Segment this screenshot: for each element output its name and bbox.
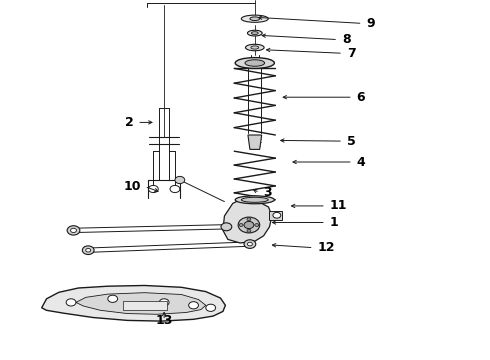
- Circle shape: [86, 248, 91, 252]
- Circle shape: [247, 218, 251, 221]
- Text: 12: 12: [318, 241, 335, 254]
- Text: 2: 2: [124, 116, 133, 129]
- Ellipse shape: [250, 17, 260, 21]
- Circle shape: [239, 224, 243, 226]
- Ellipse shape: [247, 30, 262, 36]
- Circle shape: [67, 226, 80, 235]
- Polygon shape: [223, 200, 272, 243]
- Text: 3: 3: [264, 186, 272, 199]
- Polygon shape: [76, 293, 206, 314]
- Ellipse shape: [245, 44, 264, 51]
- Circle shape: [175, 176, 185, 184]
- Text: 6: 6: [357, 91, 366, 104]
- Text: 13: 13: [155, 314, 173, 327]
- Circle shape: [244, 221, 254, 229]
- Ellipse shape: [251, 32, 258, 35]
- Circle shape: [255, 224, 259, 226]
- Circle shape: [247, 242, 252, 246]
- Polygon shape: [248, 135, 262, 149]
- Ellipse shape: [235, 58, 274, 68]
- Ellipse shape: [242, 197, 269, 202]
- Circle shape: [238, 217, 260, 233]
- Circle shape: [159, 299, 169, 306]
- Polygon shape: [269, 211, 282, 220]
- Circle shape: [82, 246, 94, 255]
- Text: 4: 4: [357, 156, 366, 168]
- Circle shape: [244, 240, 256, 248]
- Ellipse shape: [245, 60, 265, 66]
- Text: 9: 9: [367, 17, 375, 30]
- Ellipse shape: [242, 15, 269, 22]
- Circle shape: [189, 302, 198, 309]
- Circle shape: [148, 185, 158, 193]
- Circle shape: [66, 299, 76, 306]
- Circle shape: [170, 185, 180, 193]
- Ellipse shape: [251, 46, 259, 49]
- Ellipse shape: [235, 196, 274, 204]
- Text: 5: 5: [347, 135, 356, 148]
- Text: 8: 8: [342, 33, 351, 46]
- Polygon shape: [122, 301, 167, 310]
- Polygon shape: [42, 285, 225, 321]
- Circle shape: [206, 304, 216, 311]
- Text: 1: 1: [330, 216, 339, 229]
- Circle shape: [71, 228, 76, 233]
- Text: 7: 7: [347, 47, 356, 60]
- Text: 10: 10: [123, 180, 141, 193]
- Circle shape: [108, 295, 118, 302]
- Circle shape: [221, 223, 232, 231]
- Text: 11: 11: [330, 199, 347, 212]
- Circle shape: [273, 212, 281, 218]
- Circle shape: [247, 229, 251, 232]
